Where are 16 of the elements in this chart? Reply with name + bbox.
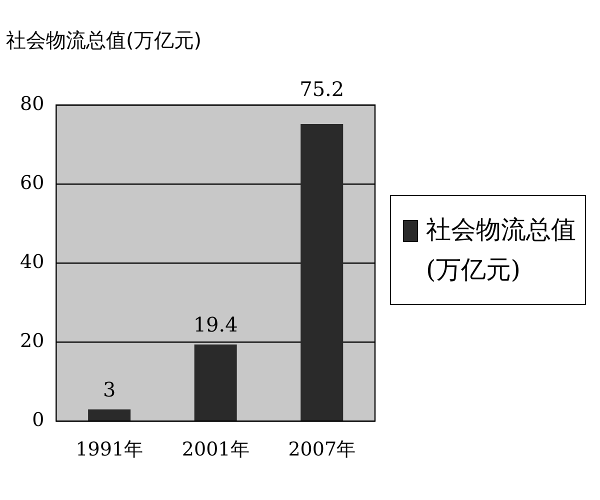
- data-label: 75.2: [300, 77, 344, 102]
- y-tick-label: 80: [20, 92, 44, 115]
- y-axis-title: 社会物流总值(万亿元): [6, 28, 202, 52]
- y-tick-label: 60: [20, 172, 44, 194]
- bar: [88, 409, 131, 421]
- y-tick-label: 20: [20, 330, 44, 352]
- y-tick-label: 40: [20, 251, 44, 274]
- x-tick-label: 2007年: [288, 438, 356, 461]
- x-tick-label: 1991年: [76, 438, 143, 461]
- x-tick-label: 2001年: [182, 438, 250, 461]
- y-tick-label: 0: [32, 409, 44, 432]
- data-label: 19.4: [193, 312, 238, 337]
- bar: [300, 124, 344, 421]
- legend-label: 社会物流总值(万亿元): [426, 214, 577, 286]
- bar: [194, 344, 237, 421]
- data-label: 3: [102, 378, 116, 402]
